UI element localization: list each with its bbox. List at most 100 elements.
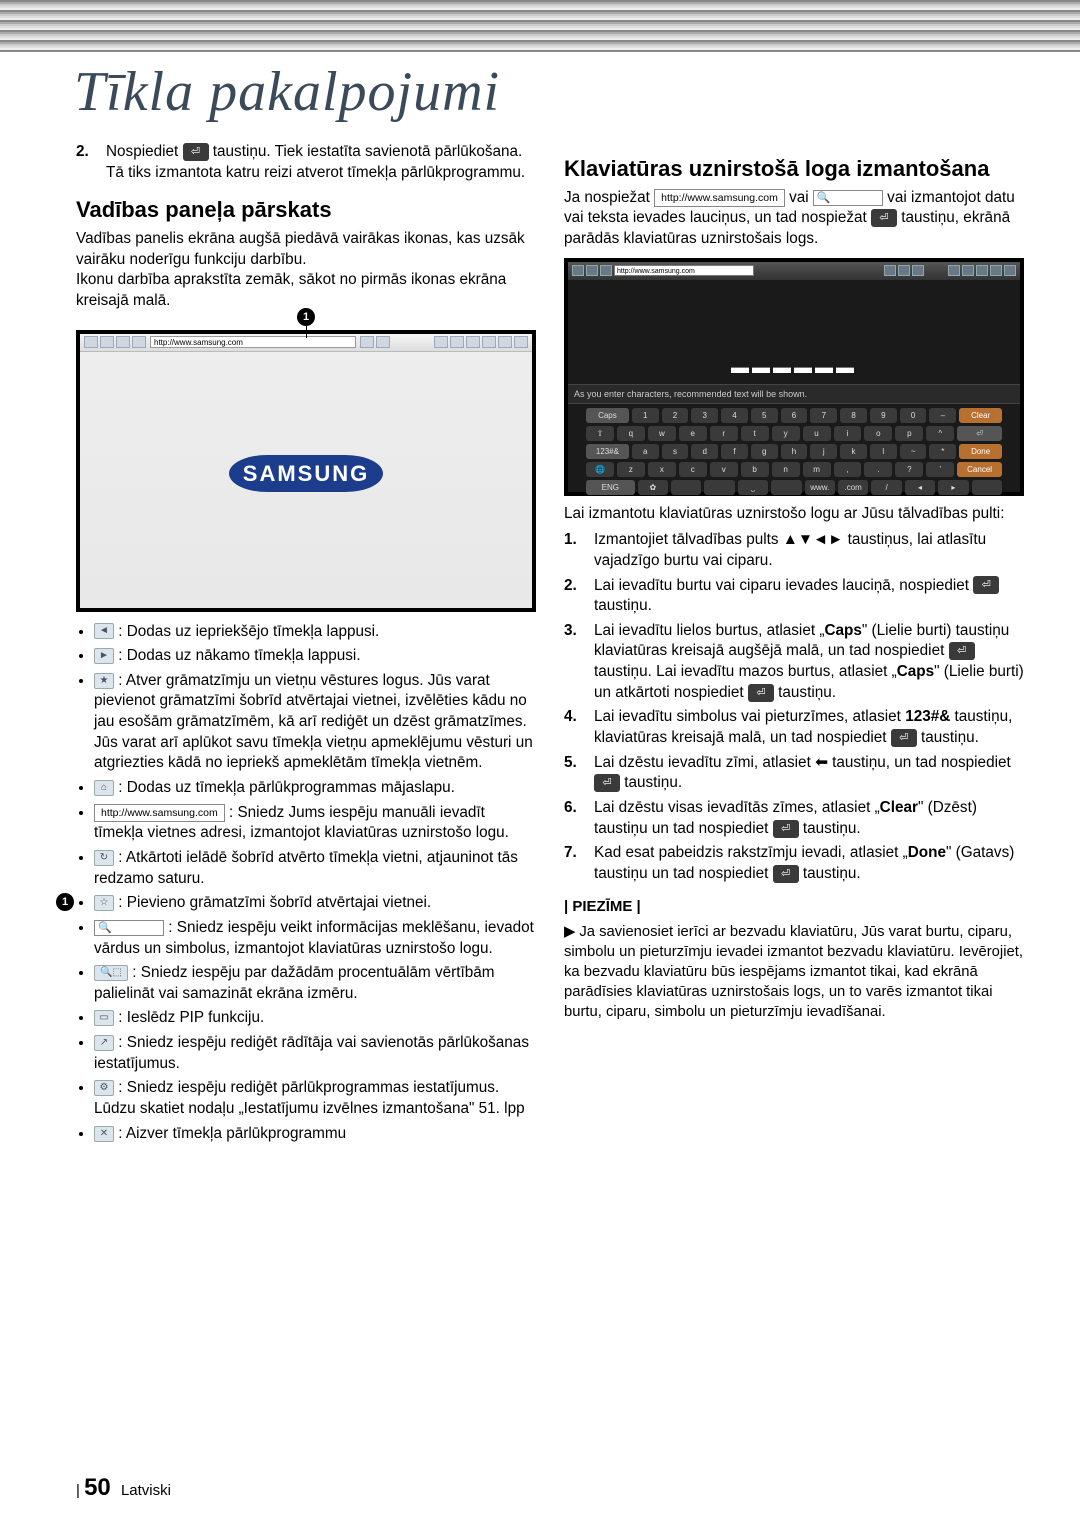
kb-key: ◂ xyxy=(905,480,935,495)
kb-key: Clear xyxy=(959,408,1002,423)
right-column: Klaviatūras uznirstošā loga izmantošana … xyxy=(564,142,1024,1148)
kb-key: q xyxy=(617,426,645,441)
kb-key: 7 xyxy=(810,408,837,423)
kb-key: 123#& xyxy=(586,444,629,459)
kb-key: n xyxy=(772,462,800,477)
kb-key xyxy=(671,480,701,495)
kb-key: ’ xyxy=(926,462,954,477)
kb-hint: As you enter characters, recommended tex… xyxy=(568,384,1020,404)
kb-key: d xyxy=(691,444,718,459)
kb-key: – xyxy=(929,408,956,423)
enter-icon-s2: ⏎ xyxy=(973,576,999,594)
step-2-a: Nospiediet xyxy=(106,143,183,160)
kb-key: / xyxy=(871,480,901,495)
kb-key: Done xyxy=(959,444,1002,459)
kb-key: t xyxy=(741,426,769,441)
left-heading: Vadības paneļa pārskats xyxy=(76,195,536,225)
forward-icon: ► xyxy=(94,648,114,664)
zoom-icon: 🔍⬚ xyxy=(94,965,128,981)
bookmarks-icon: ★ xyxy=(94,673,114,689)
kb-key: u xyxy=(803,426,831,441)
page-title: Tīkla pakalpojumi xyxy=(74,60,1080,124)
kb-key: r xyxy=(710,426,738,441)
url-input-icon: http://www.samsung.com xyxy=(94,804,225,822)
kb-key: l xyxy=(870,444,897,459)
kb-key: o xyxy=(864,426,892,441)
enter-icon-s7: ⏎ xyxy=(773,865,799,883)
kb-key: e xyxy=(679,426,707,441)
kb-key: ? xyxy=(895,462,923,477)
back-icon: ◄ xyxy=(94,623,114,639)
pip-icon: ▭ xyxy=(94,1010,114,1026)
kb-key: i xyxy=(834,426,862,441)
keyboard-popup-figure: http://www.samsung.com ▬▬▬▬▬▬ As you ent… xyxy=(564,258,1024,496)
kb-key: 4 xyxy=(721,408,748,423)
step-2-num: 2. xyxy=(76,142,98,183)
home-icon: ⌂ xyxy=(94,780,114,796)
kb-key xyxy=(771,480,801,495)
kb-logo-area: ▬▬▬▬▬▬ xyxy=(568,280,1020,384)
note-label: | PIEZĪME | xyxy=(564,897,1024,917)
kb-key: v xyxy=(710,462,738,477)
kb-key: g xyxy=(751,444,778,459)
enter-icon-s4: ⏎ xyxy=(891,729,917,747)
kb-key: c xyxy=(679,462,707,477)
note-body: ▶Ja savienosiet ierīci ar bezvadu klavia… xyxy=(564,923,1024,1023)
enter-icon-s3b: ⏎ xyxy=(748,684,774,702)
kb-key: x xyxy=(648,462,676,477)
kb-key: * xyxy=(929,444,956,459)
circle-1: 1 xyxy=(297,308,315,326)
right-heading: Klaviatūras uznirstošā loga izmantošana xyxy=(564,154,1024,184)
kb-key: 🌐 xyxy=(586,462,614,477)
kb-key: ^ xyxy=(926,426,954,441)
kb-key: Cancel xyxy=(957,462,1002,477)
kb-key: .com xyxy=(838,480,868,495)
enter-icon-2: ⏎ xyxy=(871,209,897,227)
kb-key xyxy=(704,480,734,495)
kb-key: . xyxy=(864,462,892,477)
icon-legend: ◄ : Dodas uz iepriekšējo tīmekļa lappusi… xyxy=(94,622,536,1145)
browser-panel-figure: 1 http://www.samsung.com SAMSUNG xyxy=(76,330,536,612)
left-intro: Vadības panelis ekrāna augšā piedāvā vai… xyxy=(76,229,536,312)
kb-key xyxy=(972,480,1002,495)
kb-key: ⏎ xyxy=(957,426,1002,441)
kb-key: j xyxy=(810,444,837,459)
toolbar-url: http://www.samsung.com xyxy=(150,336,356,348)
search-box-icon: 🔍 xyxy=(94,920,164,936)
enter-icon-s5: ⏎ xyxy=(594,774,620,792)
kb-key: 3 xyxy=(691,408,718,423)
kb-key: p xyxy=(895,426,923,441)
pointer-settings-icon: ↗ xyxy=(94,1035,114,1051)
kb-key: 0 xyxy=(900,408,927,423)
kb-key: ✿ xyxy=(638,480,668,495)
kb-key: a xyxy=(632,444,659,459)
kb-key: Caps xyxy=(586,408,629,423)
kb-key: 5 xyxy=(751,408,778,423)
kb-key: z xyxy=(617,462,645,477)
kb-key: w xyxy=(648,426,676,441)
kb-key: ~ xyxy=(900,444,927,459)
kb-key: ENG xyxy=(586,480,635,495)
keyboard-steps: 1.Izmantojiet tālvadības pults ▲▼◄► taus… xyxy=(564,530,1024,884)
kb-key: ▸ xyxy=(938,480,968,495)
page-footer: | 50 Latviski xyxy=(76,1474,171,1502)
kb-key: ⎵ xyxy=(738,480,768,495)
reload-icon: ↻ xyxy=(94,850,114,866)
kb-key: 6 xyxy=(781,408,808,423)
url-box-small: http://www.samsung.com xyxy=(654,189,785,207)
kb-key: ⇧ xyxy=(586,426,614,441)
left-column: 2. Nospiediet ⏎ taustiņu. Tiek iestatīta… xyxy=(76,142,536,1148)
kb-key: m xyxy=(803,462,831,477)
enter-icon-s6: ⏎ xyxy=(773,820,799,838)
header-stripe xyxy=(0,0,1080,52)
settings-icon: ⚙ xyxy=(94,1080,114,1096)
search-box-small: 🔍 xyxy=(813,190,883,206)
keyboard-grid: Caps1234567890–Clear ⇧qwertyuiop^⏎ 123#&… xyxy=(568,404,1020,502)
close-icon: ✕ xyxy=(94,1126,114,1142)
kb-instruction: Lai izmantotu klaviatūras uznirstošo log… xyxy=(564,504,1024,525)
kb-key: 2 xyxy=(662,408,689,423)
kb-key: 1 xyxy=(632,408,659,423)
kb-key: k xyxy=(840,444,867,459)
kb-key: 9 xyxy=(870,408,897,423)
samsung-logo: SAMSUNG xyxy=(229,455,383,493)
